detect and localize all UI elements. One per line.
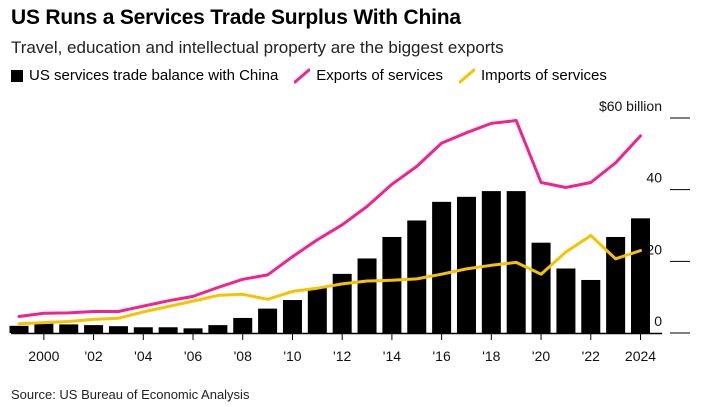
- y-tick-label-0: 0: [654, 313, 662, 329]
- chart-title: US Runs a Services Trade Surplus With Ch…: [11, 6, 461, 29]
- x-tick-label-2016: '16: [432, 348, 450, 364]
- legend-label-imports: Imports of services: [481, 67, 607, 84]
- bar-2001: [59, 324, 79, 333]
- bar-2013: [357, 258, 377, 333]
- services-trade-chart: $60 billion 40 20 0 2000 '02 '04 '06 '08 '10 '12 '1…: [9, 98, 690, 364]
- bar-2000: [34, 323, 54, 333]
- y-tick-label-60: $60 billion: [599, 98, 662, 114]
- x-tick-label-2012: '12: [333, 348, 351, 364]
- legend-label-balance: US services trade balance with China: [29, 67, 279, 84]
- x-tick-label-2014: '14: [383, 348, 401, 364]
- bar-2010: [282, 300, 302, 333]
- x-tick-label-2002: '02: [84, 348, 102, 364]
- bar-2003: [108, 326, 128, 333]
- legend-swatch-balance: [11, 69, 23, 82]
- y-tick-label-40: 40: [646, 170, 662, 186]
- bar-2006: [183, 328, 203, 333]
- x-tick-label-2020: '20: [532, 348, 550, 364]
- x-tick-label-2024: 2024: [625, 348, 656, 364]
- y-tick-label-20: 20: [646, 241, 662, 257]
- bar-layer: [9, 191, 650, 333]
- x-tick-label-2022: '22: [582, 348, 600, 364]
- bar-2021: [556, 268, 576, 333]
- exports-line: [17, 119, 642, 318]
- legend-item-imports: Imports of services: [459, 67, 607, 84]
- bar-2014: [382, 236, 402, 333]
- grid-layer: [670, 117, 690, 334]
- legend-item-exports: Exports of services: [294, 67, 443, 84]
- bar-2016: [432, 201, 452, 333]
- x-tick-label-2018: '18: [482, 348, 500, 364]
- bar-2017: [456, 196, 476, 333]
- legend-item-balance: US services trade balance with China: [11, 67, 278, 84]
- bar-2004: [133, 327, 153, 333]
- x-tick-label-2010: '10: [283, 348, 301, 364]
- bar-2005: [158, 327, 178, 333]
- legend-swatch-imports: [459, 68, 476, 83]
- legend-swatch-exports: [294, 68, 311, 83]
- bar-2023: [606, 236, 626, 333]
- x-tick-label-2004: '04: [134, 348, 152, 364]
- bar-2009: [258, 308, 278, 333]
- legend: US services trade balance with China Exp…: [11, 67, 623, 84]
- bar-1999: [9, 325, 29, 333]
- chart-subtitle: Travel, education and intellectual prope…: [11, 38, 504, 57]
- line-layer: [17, 119, 642, 326]
- x-tick-label-2008: '08: [234, 348, 252, 364]
- x-tick-label-2006: '06: [184, 348, 202, 364]
- bar-2002: [84, 325, 104, 333]
- bar-2024: [631, 218, 650, 333]
- source-note: Source: US Bureau of Economic Analysis: [11, 387, 250, 402]
- legend-label-exports: Exports of services: [316, 67, 444, 84]
- bar-2020: [531, 242, 551, 333]
- x-tick-label-2000: 2000: [28, 348, 59, 364]
- bar-2011: [307, 288, 327, 333]
- imports-line: [17, 234, 642, 326]
- bar-2015: [407, 220, 427, 333]
- bar-2018: [481, 191, 501, 333]
- bar-2007: [208, 325, 228, 333]
- bar-2022: [581, 279, 601, 333]
- bar-2012: [332, 273, 352, 333]
- bar-2008: [233, 317, 253, 333]
- axis-layer: $60 billion 40 20 0 2000 '02 '04 '06 '08 '10 '12 '1…: [11, 98, 662, 364]
